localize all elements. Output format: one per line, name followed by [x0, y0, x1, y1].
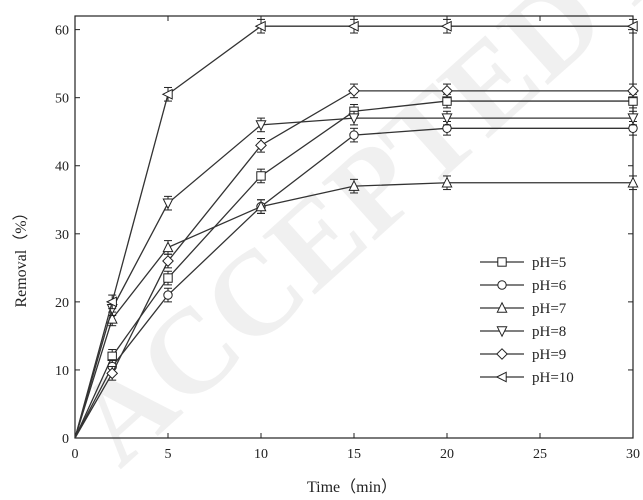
data-point — [163, 273, 173, 283]
data-point — [105, 296, 117, 308]
data-point — [161, 88, 173, 100]
legend-marker — [496, 301, 508, 313]
watermark: ACCEPTED MA — [48, 0, 643, 489]
x-axis-title: Time（min） — [307, 478, 397, 496]
legend-marker — [496, 326, 508, 338]
data-point — [627, 113, 639, 125]
x-tick-label: 10 — [254, 447, 268, 462]
legend-label: pH=9 — [532, 347, 566, 363]
y-tick-label: 50 — [55, 92, 69, 107]
data-point — [256, 171, 266, 181]
data-point — [347, 20, 359, 32]
data-point — [627, 84, 639, 97]
data-point — [254, 20, 266, 32]
data-point — [162, 255, 174, 267]
legend-marker — [497, 257, 507, 267]
data-point — [255, 200, 267, 212]
x-tick-label: 30 — [626, 447, 640, 462]
data-point — [349, 130, 359, 140]
legend-marker — [495, 371, 507, 383]
legend-marker — [496, 348, 508, 360]
series-pH-9 — [74, 83, 639, 439]
legend-label: pH=6 — [532, 278, 567, 294]
data-point — [255, 139, 267, 152]
y-axis-title: Removal（%） — [12, 204, 30, 307]
y-tick-label: 40 — [55, 160, 69, 175]
data-point — [162, 241, 174, 253]
legend-label: pH=8 — [532, 324, 566, 340]
data-point — [441, 84, 453, 97]
y-tick-label: 10 — [55, 364, 69, 379]
data-point — [348, 179, 360, 191]
data-point — [163, 290, 173, 300]
x-tick-label: 20 — [440, 447, 454, 462]
y-tick-label: 20 — [55, 296, 69, 311]
data-point — [162, 198, 174, 210]
y-tick-label: 0 — [62, 432, 69, 447]
data-point — [441, 113, 453, 125]
axes: 0 5 10 15 20 25 30 0 10 20 30 40 50 60 — [55, 15, 640, 462]
data-point — [441, 176, 453, 188]
data-point — [627, 176, 639, 188]
x-tick-label: 15 — [347, 447, 361, 462]
legend-label: pH=10 — [532, 370, 574, 386]
x-tick-label: 5 — [165, 447, 172, 462]
data-point — [626, 20, 638, 32]
data-point — [348, 113, 360, 125]
x-tick-label: 25 — [533, 447, 547, 462]
legend-marker — [497, 280, 507, 290]
y-tick-label: 60 — [55, 24, 69, 39]
data-point — [106, 367, 119, 380]
legend-label: pH=7 — [532, 301, 567, 317]
data-point — [255, 120, 267, 132]
data-point — [348, 84, 360, 97]
series-layer — [74, 18, 639, 439]
x-tick-label: 0 — [72, 447, 79, 462]
series-pH-10 — [74, 18, 638, 439]
legend: pH=5 pH=6 pH=7 pH=8 pH=9 pH=10 — [480, 255, 574, 386]
legend-label: pH=5 — [532, 255, 566, 271]
data-point — [440, 20, 452, 32]
y-tick-label: 30 — [55, 228, 69, 243]
